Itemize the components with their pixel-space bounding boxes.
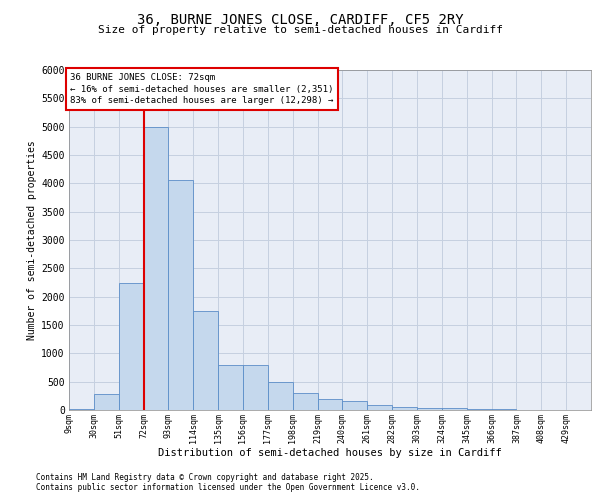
Text: 36 BURNE JONES CLOSE: 72sqm
← 16% of semi-detached houses are smaller (2,351)
83: 36 BURNE JONES CLOSE: 72sqm ← 16% of sem…: [70, 73, 334, 106]
Bar: [293, 393, 317, 410]
Bar: [417, 408, 442, 410]
Text: 36, BURNE JONES CLOSE, CARDIFF, CF5 2RY: 36, BURNE JONES CLOSE, CARDIFF, CF5 2RY: [137, 12, 463, 26]
Bar: [94, 394, 119, 410]
Bar: [343, 400, 367, 410]
Bar: [392, 407, 417, 410]
Bar: [268, 382, 293, 410]
Bar: [193, 311, 218, 410]
Y-axis label: Number of semi-detached properties: Number of semi-detached properties: [27, 140, 37, 340]
Bar: [367, 404, 392, 410]
Text: Size of property relative to semi-detached houses in Cardiff: Size of property relative to semi-detach…: [97, 25, 503, 35]
Bar: [467, 409, 491, 410]
Text: Contains HM Land Registry data © Crown copyright and database right 2025.: Contains HM Land Registry data © Crown c…: [36, 474, 374, 482]
Bar: [69, 408, 94, 410]
Bar: [218, 364, 243, 410]
Bar: [169, 180, 193, 410]
X-axis label: Distribution of semi-detached houses by size in Cardiff: Distribution of semi-detached houses by …: [158, 448, 502, 458]
Bar: [119, 282, 143, 410]
Bar: [143, 126, 169, 410]
Text: Contains public sector information licensed under the Open Government Licence v3: Contains public sector information licen…: [36, 484, 420, 492]
Bar: [243, 364, 268, 410]
Bar: [317, 399, 343, 410]
Bar: [442, 408, 467, 410]
